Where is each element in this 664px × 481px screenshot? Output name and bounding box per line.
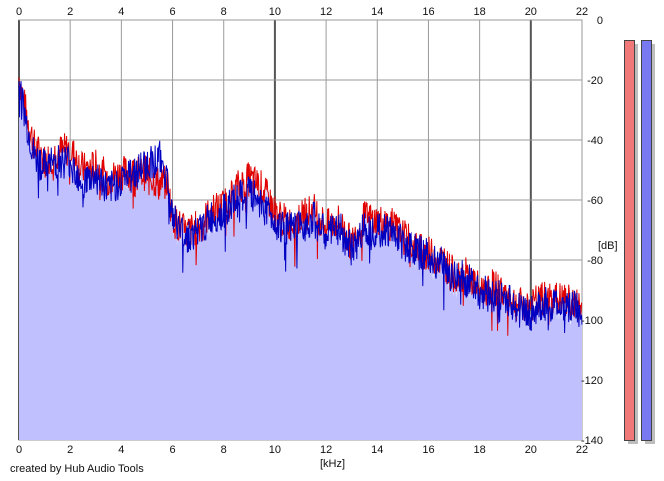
y-tick-labels: 0 -20 -40 -60 -80 -100 -120 -140 xyxy=(581,15,603,447)
x-tick-label: 2 xyxy=(67,6,73,18)
x-tick-label: 4 xyxy=(118,444,124,456)
x-tick-labels-top: 0 2 4 6 8 10 12 14 16 18 20 22 xyxy=(16,6,588,18)
y-tick-label: -80 xyxy=(587,255,603,267)
y-tick-label: -40 xyxy=(587,135,603,147)
spectrum-fill-area xyxy=(19,86,582,440)
x-tick-label: 2 xyxy=(67,444,73,456)
x-tick-label: 16 xyxy=(422,6,434,18)
x-tick-label: 6 xyxy=(169,444,175,456)
spectrum-line-blue xyxy=(18,81,583,333)
y-axis-unit-label: [dB] xyxy=(598,240,618,252)
level-meter-right xyxy=(641,40,652,441)
x-tick-label: 4 xyxy=(118,6,124,18)
x-tick-label: 8 xyxy=(221,444,227,456)
x-tick-label: 22 xyxy=(576,444,588,456)
x-tick-label: 16 xyxy=(422,444,434,456)
x-tick-label: 6 xyxy=(169,6,175,18)
x-tick-label: 14 xyxy=(371,6,383,18)
credit-text: created by Hub Audio Tools xyxy=(10,463,144,475)
x-tick-label: 14 xyxy=(371,444,383,456)
y-tick-label: -20 xyxy=(587,75,603,87)
x-tick-label: 20 xyxy=(525,444,537,456)
x-tick-label: 18 xyxy=(474,444,486,456)
x-axis-unit-label: [kHz] xyxy=(320,458,346,470)
x-tick-label: 12 xyxy=(320,444,332,456)
x-tick-label: 10 xyxy=(269,444,281,456)
y-tick-label: 0 xyxy=(597,15,603,27)
level-meter-left xyxy=(624,40,635,441)
x-tick-label: 22 xyxy=(576,6,588,18)
x-tick-label: 18 xyxy=(474,6,486,18)
x-tick-label: 10 xyxy=(269,6,281,18)
x-tick-label: 12 xyxy=(320,6,332,18)
x-tick-label: 20 xyxy=(525,6,537,18)
x-tick-label: 8 xyxy=(221,6,227,18)
x-tick-label: 0 xyxy=(16,6,22,18)
y-tick-label: -140 xyxy=(581,435,603,447)
x-tick-labels-bottom: 0 2 4 6 8 10 12 14 16 18 20 22 xyxy=(16,444,588,456)
y-tick-label: -60 xyxy=(587,195,603,207)
x-tick-label: 0 xyxy=(16,444,22,456)
y-tick-label: -120 xyxy=(581,375,603,387)
y-tick-label: -100 xyxy=(581,315,603,327)
